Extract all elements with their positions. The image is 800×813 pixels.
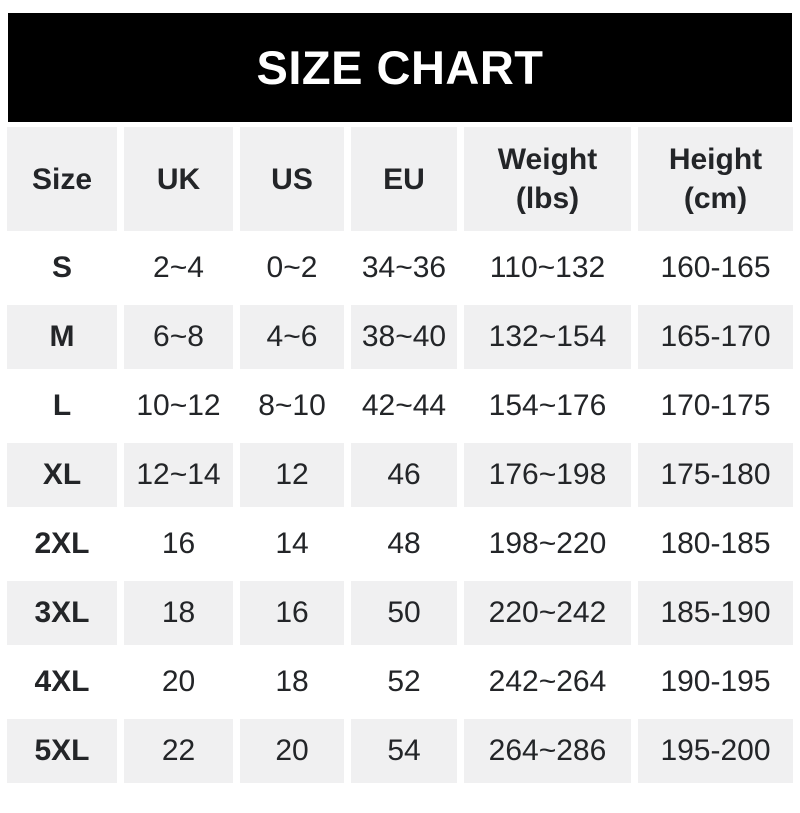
table-row: 4XL 20 18 52 242~264 190-195 bbox=[7, 650, 793, 714]
size-table-body: S 2~4 0~2 34~36 110~132 160-165 M 6~8 4~… bbox=[7, 236, 793, 783]
uk-cell: 6~8 bbox=[124, 305, 233, 369]
weight-cell: 176~198 bbox=[464, 443, 631, 507]
size-cell: M bbox=[7, 305, 117, 369]
col-header-eu: EU bbox=[351, 127, 457, 231]
eu-cell: 42~44 bbox=[351, 374, 457, 438]
height-cell: 175-180 bbox=[638, 443, 793, 507]
weight-cell: 264~286 bbox=[464, 719, 631, 783]
col-header-uk: UK bbox=[124, 127, 233, 231]
col-header-weight: Weight (lbs) bbox=[464, 127, 631, 231]
us-cell: 0~2 bbox=[240, 236, 344, 300]
size-chart-banner: SIZE CHART bbox=[8, 13, 792, 122]
uk-cell: 20 bbox=[124, 650, 233, 714]
col-header-size: Size bbox=[7, 127, 117, 231]
us-cell: 20 bbox=[240, 719, 344, 783]
uk-cell: 16 bbox=[124, 512, 233, 576]
height-cell: 180-185 bbox=[638, 512, 793, 576]
size-cell: 3XL bbox=[7, 581, 117, 645]
weight-cell: 132~154 bbox=[464, 305, 631, 369]
us-cell: 14 bbox=[240, 512, 344, 576]
col-header-height: Height (cm) bbox=[638, 127, 793, 231]
table-row: S 2~4 0~2 34~36 110~132 160-165 bbox=[7, 236, 793, 300]
table-row: L 10~12 8~10 42~44 154~176 170-175 bbox=[7, 374, 793, 438]
eu-cell: 38~40 bbox=[351, 305, 457, 369]
us-cell: 18 bbox=[240, 650, 344, 714]
eu-cell: 54 bbox=[351, 719, 457, 783]
eu-cell: 48 bbox=[351, 512, 457, 576]
size-cell: S bbox=[7, 236, 117, 300]
uk-cell: 10~12 bbox=[124, 374, 233, 438]
size-cell: 5XL bbox=[7, 719, 117, 783]
table-row: 3XL 18 16 50 220~242 185-190 bbox=[7, 581, 793, 645]
eu-cell: 34~36 bbox=[351, 236, 457, 300]
us-cell: 4~6 bbox=[240, 305, 344, 369]
weight-cell: 110~132 bbox=[464, 236, 631, 300]
weight-cell: 220~242 bbox=[464, 581, 631, 645]
size-cell: 4XL bbox=[7, 650, 117, 714]
weight-cell: 242~264 bbox=[464, 650, 631, 714]
table-row: 5XL 22 20 54 264~286 195-200 bbox=[7, 719, 793, 783]
header-row: Size UK US EU Weight (lbs) Height (cm) bbox=[7, 127, 793, 231]
height-cell: 170-175 bbox=[638, 374, 793, 438]
col-header-us: US bbox=[240, 127, 344, 231]
weight-cell: 198~220 bbox=[464, 512, 631, 576]
size-cell: XL bbox=[7, 443, 117, 507]
height-cell: 190-195 bbox=[638, 650, 793, 714]
eu-cell: 46 bbox=[351, 443, 457, 507]
height-cell: 160-165 bbox=[638, 236, 793, 300]
table-row: M 6~8 4~6 38~40 132~154 165-170 bbox=[7, 305, 793, 369]
height-cell: 165-170 bbox=[638, 305, 793, 369]
us-cell: 8~10 bbox=[240, 374, 344, 438]
weight-cell: 154~176 bbox=[464, 374, 631, 438]
size-cell: L bbox=[7, 374, 117, 438]
us-cell: 16 bbox=[240, 581, 344, 645]
size-chart-table: Size UK US EU Weight (lbs) Height (cm) S… bbox=[0, 122, 800, 788]
uk-cell: 22 bbox=[124, 719, 233, 783]
uk-cell: 2~4 bbox=[124, 236, 233, 300]
table-row: XL 12~14 12 46 176~198 175-180 bbox=[7, 443, 793, 507]
banner-title: SIZE CHART bbox=[256, 41, 544, 94]
uk-cell: 18 bbox=[124, 581, 233, 645]
uk-cell: 12~14 bbox=[124, 443, 233, 507]
eu-cell: 50 bbox=[351, 581, 457, 645]
us-cell: 12 bbox=[240, 443, 344, 507]
size-cell: 2XL bbox=[7, 512, 117, 576]
eu-cell: 52 bbox=[351, 650, 457, 714]
table-row: 2XL 16 14 48 198~220 180-185 bbox=[7, 512, 793, 576]
height-cell: 185-190 bbox=[638, 581, 793, 645]
height-cell: 195-200 bbox=[638, 719, 793, 783]
